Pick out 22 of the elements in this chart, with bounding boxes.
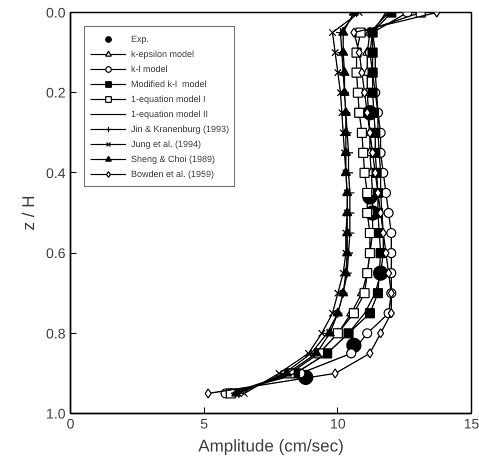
legend-label: Jung et al. (1994) (131, 138, 202, 151)
y-tick-label: 0.4 (46, 164, 66, 181)
legend-label: 1-equation model II (131, 108, 208, 121)
x-tick-label: 0 (66, 416, 75, 432)
legend-label: Modified k-l model (131, 78, 207, 91)
y-tick-label: 0.0 (46, 4, 66, 20)
x-tick-label: 5 (200, 416, 208, 432)
legend-label: Bowden et al. (1959) (131, 168, 214, 181)
legend-label: Jin & Kranenburg (1993) (131, 123, 230, 136)
y-axis-title: z / H (19, 196, 38, 230)
y-tick-label: 0.6 (46, 245, 66, 262)
y-tick-label: 0.8 (46, 325, 66, 342)
y-tick-label: 0.2 (46, 84, 66, 101)
y-tick-label: 1.0 (46, 406, 66, 422)
legend-label: k-epsilon model (131, 48, 194, 61)
x-tick-label: 10 (330, 416, 346, 432)
legend-label: 1-equation model I (131, 93, 206, 106)
legend-label: k-l model (131, 63, 168, 76)
x-tick-label: 15 (464, 416, 479, 432)
x-axis-title: Amplitude (cm/sec) (198, 436, 344, 456)
legend-label: Exp. (131, 33, 150, 46)
legend-label: Sheng & Choi (1989) (131, 153, 216, 166)
